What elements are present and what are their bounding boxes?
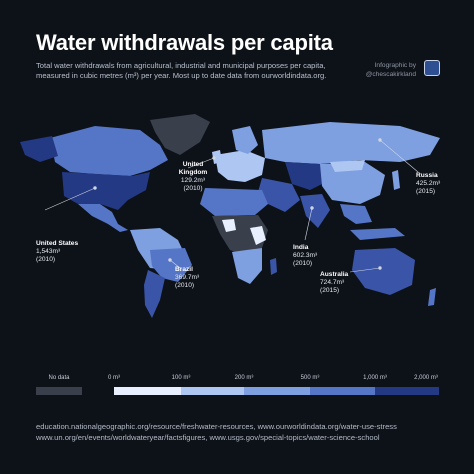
page-title: Water withdrawals per capita xyxy=(36,30,333,55)
page-subtitle: Total water withdrawals from agricultura… xyxy=(36,61,327,80)
legend-tick-3: 500 m³ xyxy=(300,375,320,381)
legend-tick-4: 1,000 m³ xyxy=(363,375,387,381)
legend-no-data-swatch xyxy=(36,387,82,395)
annotation-year: (2010) xyxy=(36,256,56,263)
source-line-2: www.un.org/en/events/worldwateryear/fact… xyxy=(36,432,380,442)
region-east-africa xyxy=(250,226,266,245)
annotation-year: (2015) xyxy=(416,188,436,195)
region-alaska xyxy=(20,136,58,162)
annotation-name: United States xyxy=(36,240,79,247)
annotation-value: 1,543m³ xyxy=(36,248,61,255)
region-southeast-asia xyxy=(340,204,372,224)
callout-line-brazil xyxy=(169,259,181,269)
annotation-name: India xyxy=(293,244,309,251)
annotation-united-kingdom: United Kingdom 129.2m³ (2010) xyxy=(168,161,218,193)
credit: Infographic by @chescakirkland xyxy=(366,61,416,79)
legend: No data 0 m³ 100 m³ 200 m³ 500 m³ 1,000 … xyxy=(0,370,474,400)
annotation-value: 602.3m³ xyxy=(293,252,318,259)
region-australia xyxy=(352,248,415,295)
legend-bin-1 xyxy=(114,387,181,395)
annotation-value: 724.7m³ xyxy=(320,279,345,286)
annotation-name: Australia xyxy=(320,271,349,278)
region-mongolia xyxy=(330,160,365,172)
region-china xyxy=(320,162,385,204)
annotation-russia: Russia 425.2m³ (2015) xyxy=(416,172,440,196)
region-europe xyxy=(215,150,265,182)
annotation-year: (2010) xyxy=(183,185,203,192)
legend-tick-0: 0 m³ xyxy=(108,375,120,381)
region-southern-africa xyxy=(232,248,262,284)
region-nigeria xyxy=(222,219,236,232)
callout-line-uk xyxy=(187,157,215,169)
legend-tick-2: 200 m³ xyxy=(234,375,254,381)
region-india xyxy=(300,194,330,228)
annotation-year: (2015) xyxy=(320,287,340,294)
callout-dot-australia xyxy=(378,266,382,270)
region-united-kingdom xyxy=(212,150,222,164)
callout-dot-india xyxy=(310,206,314,210)
source-line-1: education.nationalgeographic.org/resourc… xyxy=(36,422,397,431)
legend-tick-5: 2,000 m³ xyxy=(414,375,438,381)
callout-dot-us xyxy=(93,186,97,190)
region-scandinavia xyxy=(232,126,258,154)
annotation-value: 369.7m³ xyxy=(175,274,200,281)
region-middle-east xyxy=(258,178,300,212)
region-madagascar xyxy=(270,258,277,275)
author-logo-icon xyxy=(424,60,440,76)
region-new-zealand xyxy=(428,288,436,306)
callout-dot-uk xyxy=(212,156,216,160)
annotation-name: Russia xyxy=(416,172,438,179)
annotation-brazil: Brazil 369.7m³ (2010) xyxy=(175,266,199,290)
credit-handle: @chescakirkland xyxy=(365,71,416,78)
sources: education.nationalgeographic.org/resourc… xyxy=(36,422,456,443)
callout-dot-brazil xyxy=(168,258,172,262)
annotation-united-states: United States 1,543m³ (2010) xyxy=(36,240,78,264)
legend-bin-2 xyxy=(181,387,244,395)
region-mexico xyxy=(78,204,128,232)
legend-bin-5 xyxy=(375,387,439,395)
region-greenland xyxy=(150,114,210,155)
world-map xyxy=(20,114,440,318)
callout-dot-russia xyxy=(378,138,382,142)
annotation-name: United Kingdom xyxy=(178,161,208,176)
credit-line-1: Infographic by xyxy=(374,62,416,69)
annotation-year: (2010) xyxy=(293,260,313,267)
region-central-asia xyxy=(285,162,330,190)
legend-no-data-label: No data xyxy=(48,375,70,381)
callout-line-russia xyxy=(379,139,419,173)
region-japan xyxy=(392,170,400,190)
region-canada xyxy=(50,126,168,176)
callout-line-india xyxy=(304,207,313,241)
legend-bin-3 xyxy=(244,387,310,395)
region-brazil xyxy=(150,248,192,282)
annotation-year: (2010) xyxy=(175,282,195,289)
annotation-value: 129.2m³ xyxy=(180,177,206,184)
annotation-australia: Australia 724.7m³ (2015) xyxy=(320,271,348,295)
region-united-states xyxy=(62,172,150,210)
region-north-africa xyxy=(200,188,268,216)
annotation-india: India 602.3m³ (2010) xyxy=(293,244,317,268)
region-russia xyxy=(262,122,440,164)
legend-tick-1: 100 m³ xyxy=(171,375,191,381)
annotation-name: Brazil xyxy=(175,266,193,273)
legend-bin-4 xyxy=(310,387,375,395)
region-indonesia xyxy=(350,228,405,240)
annotation-value: 425.2m³ xyxy=(416,180,441,187)
callout-line-us xyxy=(44,187,96,211)
region-argentina xyxy=(144,270,165,318)
callout-line-australia xyxy=(349,267,381,273)
